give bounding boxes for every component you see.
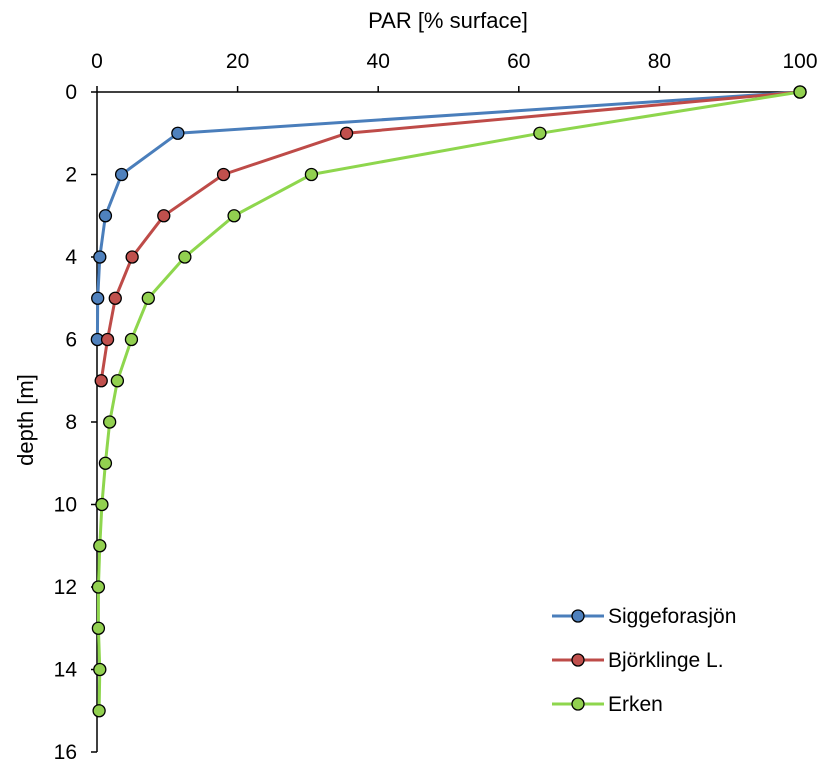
data-point [125, 250, 139, 264]
legend-swatch-marker [571, 653, 585, 667]
data-point [304, 167, 319, 182]
series-2 [91, 85, 807, 718]
data-point [93, 539, 107, 553]
data-point [141, 291, 155, 305]
series-line [96, 90, 801, 711]
data-point [92, 704, 106, 718]
data-point [98, 209, 113, 223]
legend-label: Siggeforasjön [608, 605, 736, 628]
x-tick-label: 20 [226, 50, 249, 73]
data-point [93, 662, 107, 677]
data-point [227, 209, 241, 223]
data-point [95, 497, 109, 512]
legend-label: Björklinge L. [608, 649, 724, 672]
data-point [110, 374, 125, 388]
y-tick-label: 12 [54, 576, 77, 599]
x-tick-label: 0 [91, 50, 103, 73]
data-point [178, 250, 192, 264]
x-tick-label: 100 [782, 50, 817, 73]
data-point [91, 621, 106, 635]
data-point [114, 167, 129, 182]
data-point [93, 250, 107, 264]
y-tick-label: 16 [54, 741, 77, 764]
x-tick-label: 80 [648, 50, 671, 73]
legend-item: Björklinge L. [552, 649, 724, 672]
x-axis-title: PAR [% surface] [368, 8, 528, 33]
data-point [100, 332, 115, 347]
legend-item: Siggeforasjön [552, 605, 736, 628]
legend-swatch-marker [571, 609, 585, 623]
y-tick-label: 0 [65, 81, 77, 104]
data-point [91, 291, 105, 305]
legend-swatch-marker [571, 697, 585, 711]
y-tick-label: 4 [65, 246, 77, 269]
x-tick-label: 60 [507, 50, 530, 73]
y-tick-label: 6 [65, 329, 77, 352]
series-line [99, 90, 801, 382]
y-axis-title: depth [m] [13, 374, 38, 466]
legend: Siggeforasjön Björklinge L. Erken [552, 605, 736, 716]
x-tick-label: 40 [367, 50, 390, 73]
series-line [95, 90, 801, 340]
y-tick-label: 8 [65, 411, 77, 434]
data-point [216, 167, 231, 182]
data-point [339, 126, 354, 140]
data-point [533, 126, 547, 140]
y-tick-label: 10 [54, 494, 77, 517]
data-point [94, 374, 108, 388]
legend-item: Erken [552, 693, 663, 716]
data-point [98, 456, 113, 470]
series-layer [90, 85, 807, 718]
y-tick-label: 14 [54, 659, 78, 682]
legend-label: Erken [608, 693, 663, 716]
data-point [793, 85, 807, 99]
y-tick-label: 2 [65, 164, 77, 187]
data-point [91, 580, 106, 594]
data-point [157, 209, 171, 223]
data-point [108, 291, 122, 305]
data-point [103, 415, 117, 429]
data-point [171, 126, 185, 140]
data-point [124, 332, 139, 347]
